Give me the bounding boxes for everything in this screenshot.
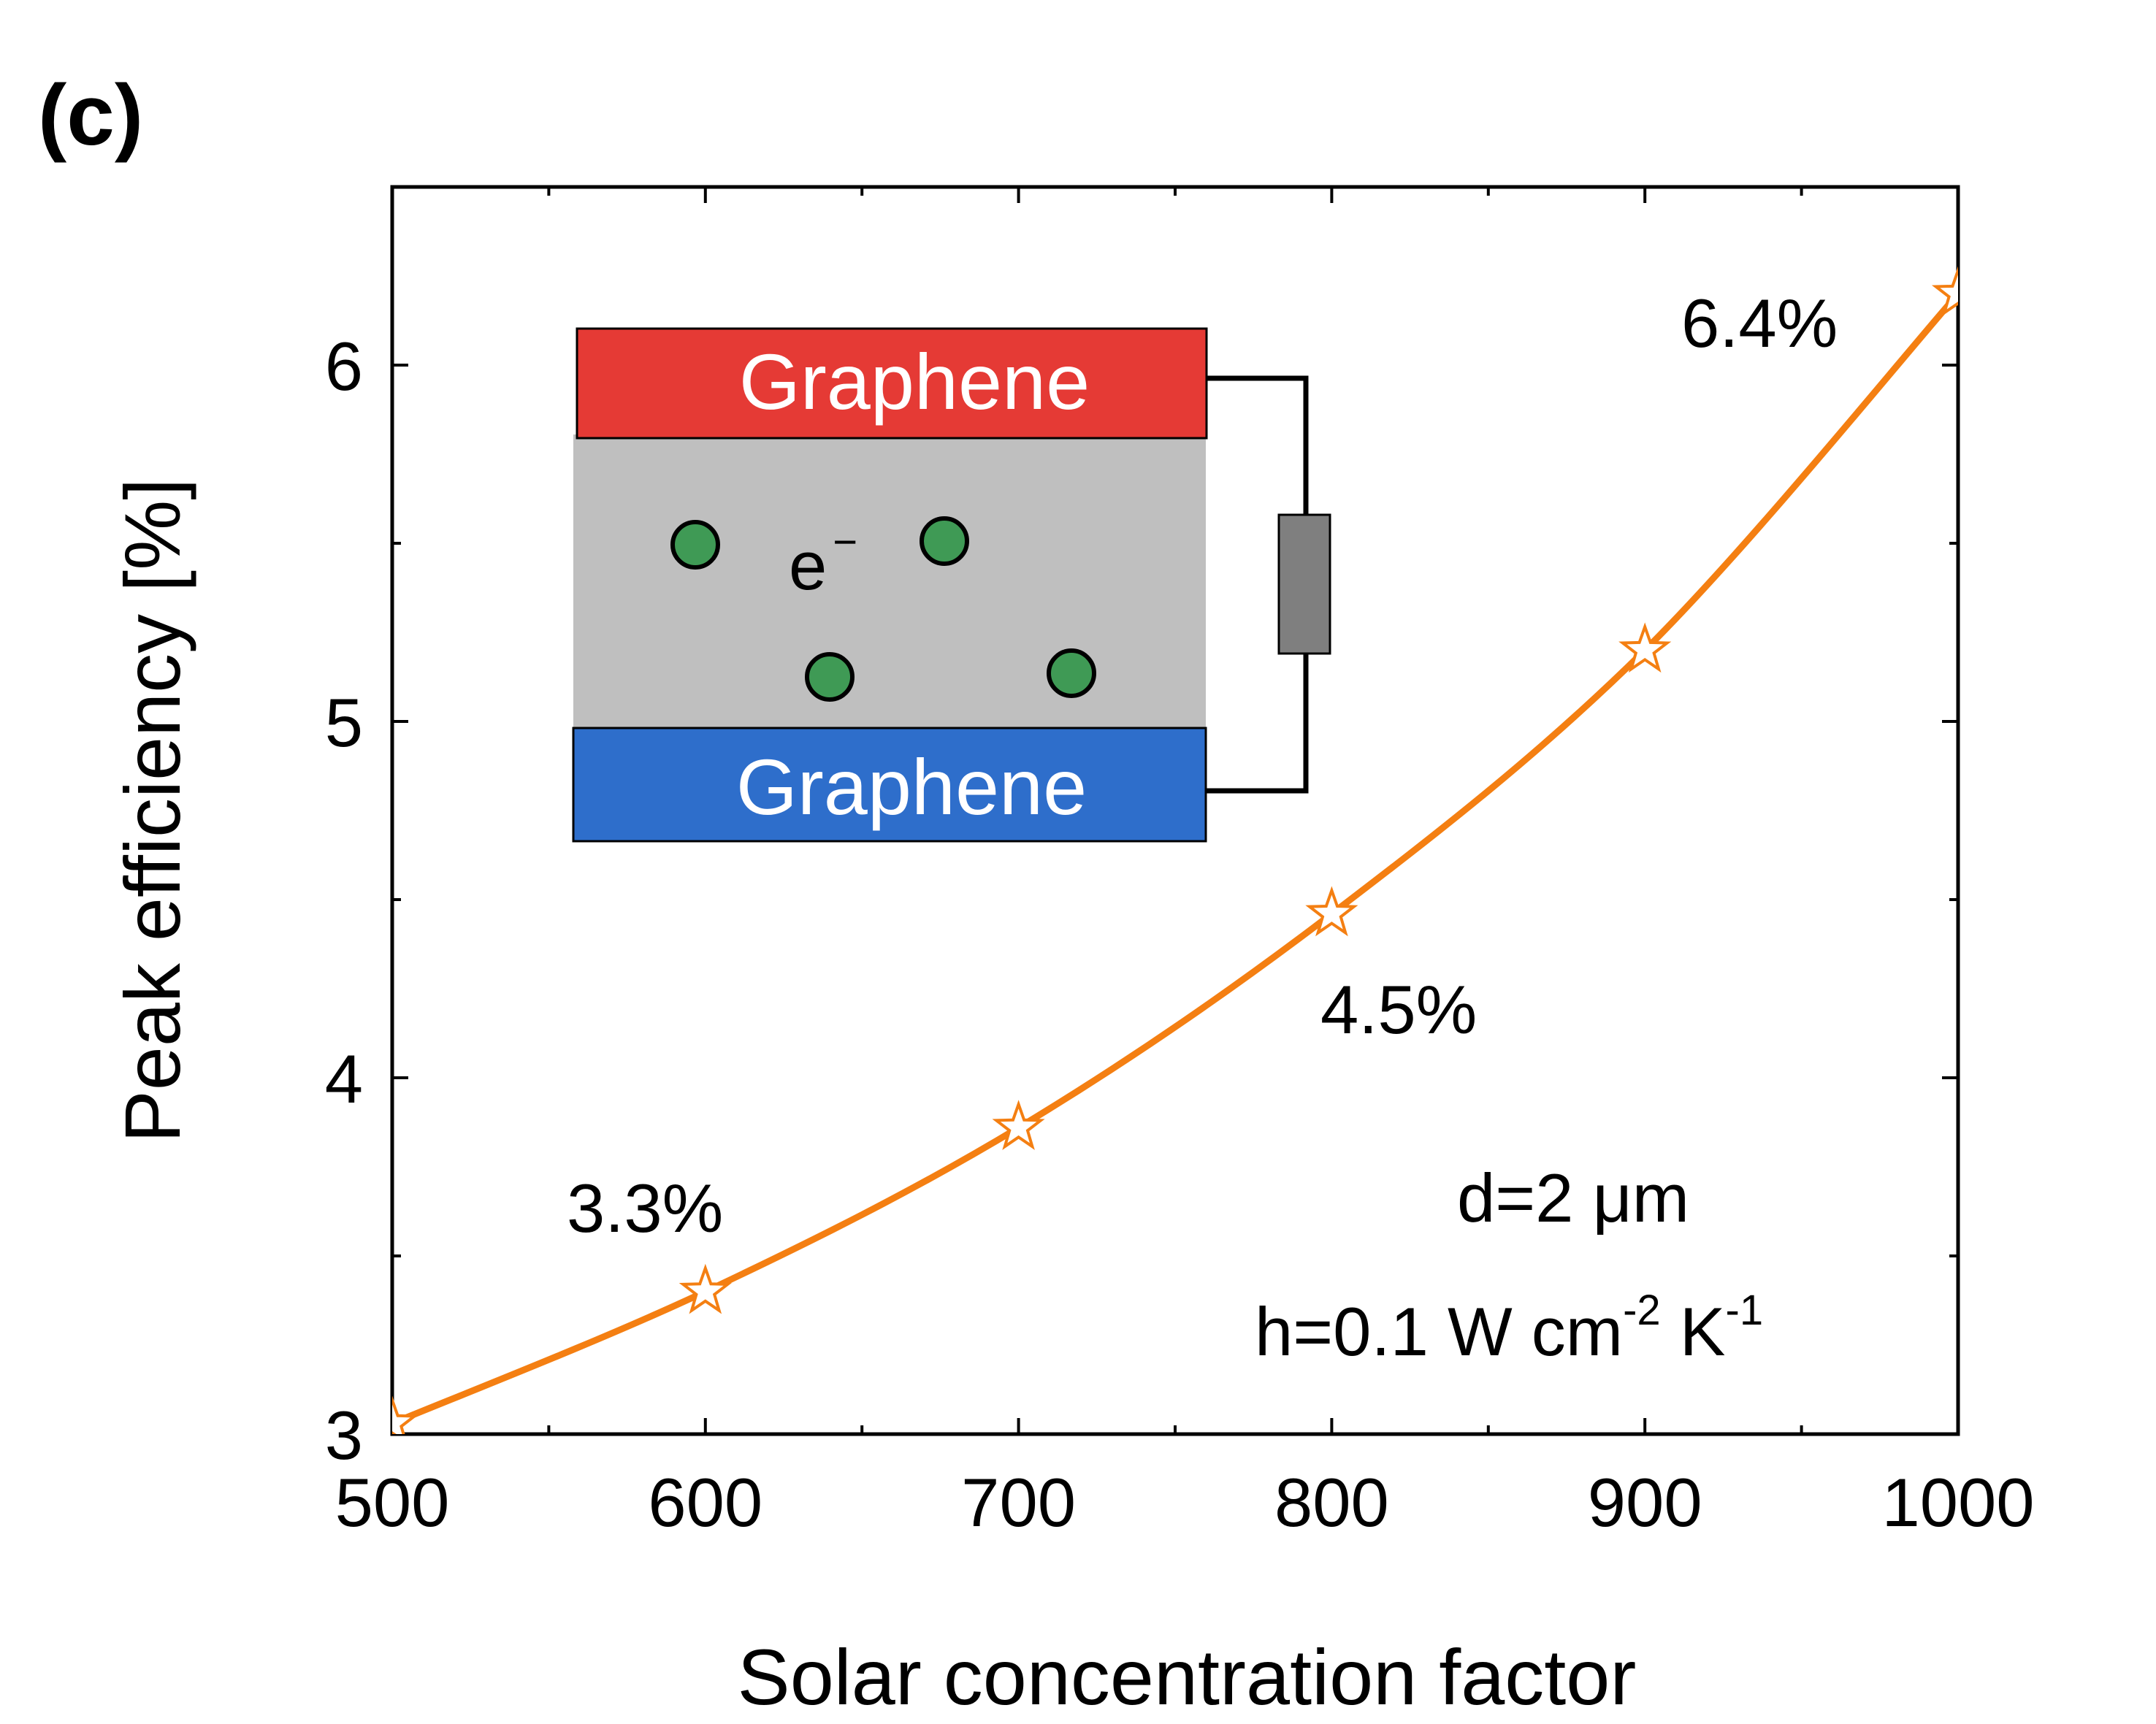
y-axis-title: Peak efficiency [%] [108,478,196,1143]
efficiency-line [392,290,1958,1427]
inset-middle-layer [573,434,1206,728]
x-axis-title: Solar concentration factor [738,1633,1637,1721]
inset-top-graphene [576,327,1208,440]
inset-bottom-label: Graphene [736,743,1087,831]
x-tick-label: 900 [1588,1464,1702,1541]
star-marker [392,1395,419,1434]
x-tick-label: 1000 [1881,1464,2034,1541]
efficiency-series [392,266,1958,1434]
star-marker [1931,266,1958,317]
star-marker [1305,886,1358,937]
series-group [392,266,1958,1434]
y-tick-label: 3 [325,1397,363,1474]
inset-top-label: Graphene [739,337,1090,426]
heat-transfer-parameter: h=0.1 W cm-2 K-1 [1255,1287,1763,1370]
axis-ticks [391,187,1960,1436]
star-marker [992,1100,1045,1151]
x-tick-label: 500 [335,1464,450,1541]
panel-label: (c) [38,67,143,164]
electron-particle [670,520,720,570]
star-marker [1618,622,1672,673]
y-tick-label: 5 [325,684,363,761]
data-label-4-5: 4.5% [1320,971,1477,1048]
axis-tick-labels: 500 600 700 800 900 1000 3 4 5 6 [325,328,2035,1541]
electron-particle [1047,648,1096,698]
inset-bottom-graphene [572,727,1207,843]
device-inset: Graphene Graphene e − [572,327,1331,843]
electron-particle [805,652,855,702]
data-label-6-4: 6.4% [1681,285,1838,361]
thickness-parameter: d=2 μm [1457,1160,1689,1236]
electron-particle [920,516,969,566]
y-tick-label: 6 [325,328,363,405]
electron-symbol: e − [789,518,857,604]
star-marker [678,1263,732,1314]
y-tick-label: 4 [325,1041,363,1117]
data-label-3-3: 3.3% [567,1170,723,1246]
x-tick-label: 800 [1274,1464,1389,1541]
x-tick-label: 700 [961,1464,1076,1541]
resistor [1277,513,1331,655]
x-tick-label: 600 [648,1464,762,1541]
